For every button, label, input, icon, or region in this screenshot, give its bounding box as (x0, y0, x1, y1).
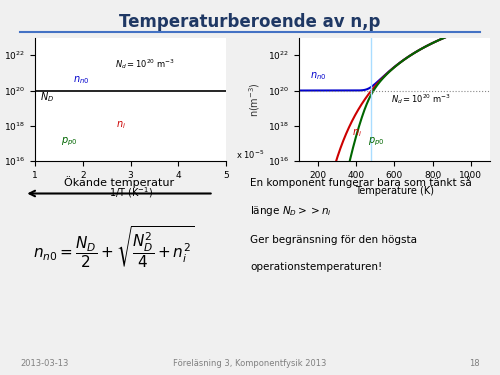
Text: 2013-03-13: 2013-03-13 (20, 358, 68, 368)
Text: $n_i$: $n_i$ (352, 127, 362, 139)
Text: länge $N_D >> n_i$: länge $N_D >> n_i$ (250, 204, 332, 218)
Text: Temperaturberoende av n,p: Temperaturberoende av n,p (120, 13, 380, 31)
Text: Ger begränsning för den högsta: Ger begränsning för den högsta (250, 235, 417, 245)
Text: $n_{n0} = \dfrac{N_D}{2} + \sqrt{\dfrac{N_D^2}{4} + n_i^2}$: $n_{n0} = \dfrac{N_D}{2} + \sqrt{\dfrac{… (34, 224, 195, 270)
Text: $n_{n0}$: $n_{n0}$ (73, 74, 90, 86)
Text: $p_{p0}$: $p_{p0}$ (62, 136, 78, 148)
Y-axis label: n(m$^{-3}$): n(m$^{-3}$) (248, 82, 262, 117)
Text: 18: 18 (470, 358, 480, 368)
Text: $n_i$: $n_i$ (116, 120, 126, 131)
Text: x 10$^{-5}$: x 10$^{-5}$ (236, 149, 264, 161)
Text: operationstemperaturen!: operationstemperaturen! (250, 262, 382, 272)
Text: $n_{n0}$: $n_{n0}$ (310, 70, 326, 82)
X-axis label: Temperature (K): Temperature (K) (355, 186, 434, 195)
Text: Ökande temperatur: Ökande temperatur (64, 177, 174, 188)
X-axis label: 1/T (K$^{-1}$): 1/T (K$^{-1}$) (108, 186, 152, 200)
Text: En komponent fungerar bara som tänkt så: En komponent fungerar bara som tänkt så (250, 176, 472, 188)
Text: $N_d=10^{20}$ m$^{-3}$: $N_d=10^{20}$ m$^{-3}$ (390, 93, 450, 106)
Text: Föreläsning 3, Komponentfysik 2013: Föreläsning 3, Komponentfysik 2013 (174, 358, 326, 368)
Text: $N_d=10^{20}$ m$^{-3}$: $N_d=10^{20}$ m$^{-3}$ (115, 57, 175, 71)
Text: $p_{p0}$: $p_{p0}$ (368, 136, 384, 148)
Text: $N_D$: $N_D$ (40, 90, 54, 104)
